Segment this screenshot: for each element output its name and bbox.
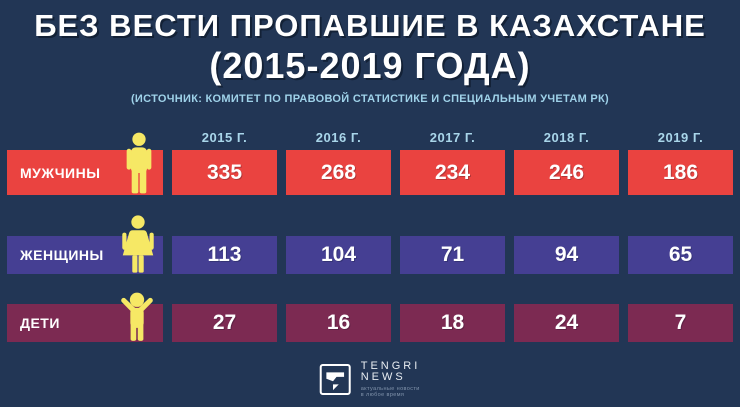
table-row-children: ДЕТИ 27 16 18 24 7 <box>7 292 733 342</box>
value-men-2017: 234 <box>400 150 505 195</box>
value-men-2015: 335 <box>172 150 277 195</box>
row-label-children: ДЕТИ <box>7 292 163 342</box>
value-women-2017: 71 <box>400 236 505 274</box>
value-children-2018: 24 <box>514 304 619 342</box>
source-subtitle: (ИСТОЧНИК: КОМИТЕТ ПО ПРАВОВОЙ СТАТИСТИК… <box>130 93 610 105</box>
child-icon <box>121 292 153 341</box>
year-header-2019: 2019 Г. <box>657 129 704 145</box>
logo-tagline-line2: в любое время <box>360 392 405 398</box>
row-label-men-text: МУЖЧИНЫ <box>20 164 101 181</box>
table-row-women: ЖЕНЩИНЫ 113 104 71 94 65 <box>7 215 733 274</box>
value-women-2016: 104 <box>286 236 391 274</box>
year-header-2017: 2017 Г. <box>429 129 476 145</box>
year-header-2015: 2015 Г. <box>201 129 248 145</box>
value-women-2019: 65 <box>628 236 733 274</box>
logo-tagline: актуальные новости в любое время <box>361 386 421 398</box>
value-women-2018: 94 <box>514 236 619 274</box>
value-children-2016: 16 <box>286 304 391 342</box>
value-women-2015: 113 <box>172 236 277 274</box>
tengri-logo-mark-icon <box>319 364 351 395</box>
value-men-2018: 246 <box>514 150 619 195</box>
value-men-2016: 268 <box>286 150 391 195</box>
logo-name-line1: TENGRI <box>360 360 421 372</box>
table-row-men: МУЖЧИНЫ 335 268 234 246 186 <box>7 132 733 195</box>
logo-name-line2: NEWS <box>360 371 406 383</box>
year-header-row: 2015 Г. 2016 Г. 2017 Г. 2018 Г. 2019 Г. <box>7 128 733 146</box>
logo-text-block: TENGRI NEWS актуальные новости в любое в… <box>360 360 421 399</box>
value-children-2019: 7 <box>628 304 733 342</box>
page-title-line1: БЕЗ ВЕСТИ ПРОПАВШИЕ В КАЗАХСТАНЕ <box>34 8 706 43</box>
year-header-2016: 2016 Г. <box>315 129 362 145</box>
year-header-2018: 2018 Г. <box>543 129 590 145</box>
page-title-line2: (2015-2019 ГОДА) <box>209 45 531 86</box>
header: БЕЗ ВЕСТИ ПРОПАВШИЕ В КАЗАХСТАНЕ (2015-2… <box>0 8 740 105</box>
row-label-children-text: ДЕТИ <box>20 315 60 331</box>
row-label-men: МУЖЧИНЫ <box>7 132 163 195</box>
value-children-2015: 27 <box>172 304 277 342</box>
logo-tagline-line1: актуальные новости <box>360 386 420 392</box>
value-children-2017: 18 <box>400 304 505 342</box>
tengri-news-logo: TENGRI NEWS актуальные новости в любое в… <box>319 360 421 399</box>
woman-icon <box>122 215 154 273</box>
row-label-women-text: ЖЕНЩИНЫ <box>20 247 104 263</box>
man-icon <box>126 132 152 194</box>
row-label-women: ЖЕНЩИНЫ <box>7 215 163 274</box>
value-men-2019: 186 <box>628 150 733 195</box>
